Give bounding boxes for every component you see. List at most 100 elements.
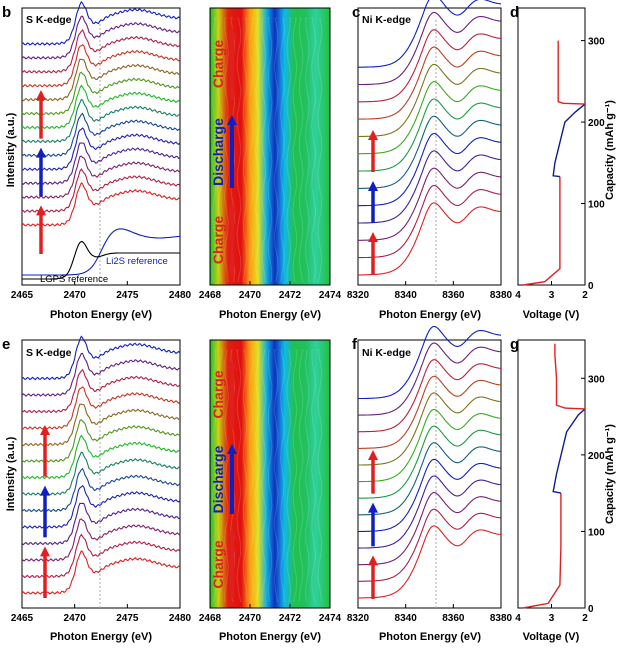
panel-e-curves-spectrum-5 [21,467,181,513]
panel-c-curves-spectrum-10 [358,29,502,103]
panel-b-arrows-2-head [36,90,46,100]
panel-e-title: S K-edge [26,347,72,359]
panel-f-curves-spectrum-7 [358,408,502,483]
panel-b: b S K-edge Intensity (a.u.) Photon Energ… [2,0,192,321]
map-bottom-arrows-2-head [227,359,237,369]
panel-f: f Ni K-edge Photon Energy (eV) 8320 8340 8… [347,325,513,643]
panel-c-letter: c [352,4,360,21]
panel-b-ref-li2s: Li2S reference [106,256,168,267]
panel-c-curves-spectrum-12 [358,0,502,68]
panel-c-ticks-label-0: 8320 [347,290,370,301]
panel-b-curves-li2s-ref [22,228,181,276]
panel-b-ylabel: Intensity (a.u.) [5,112,17,187]
panel-b-ticks-label-1: 2470 [64,290,87,301]
panel-f-curves-spectrum-10 [358,359,502,433]
panel-f-ticks-label-0: 8320 [347,613,370,624]
panel-d-ticks-ylabel-2: 200 [588,118,605,129]
panel-e-arrows [40,425,50,598]
panel-e-curves [21,335,181,595]
panel-b-curves-spectrum-3 [21,142,181,186]
map-bottom-streaks-streak-9 [267,349,273,603]
panel-b-xlabel: Photon Energy (eV) [50,309,152,321]
panel-c-title: Ni K-edge [362,14,411,26]
panel-f-arrows-2-head [368,450,378,460]
panel-map-top: Photon Energy (eV) 2468 2470 2472 2474 Char… [199,7,342,321]
panel-d-ticks-ylabel-1: 100 [588,200,605,211]
panel-c-ticks: 8320 8340 8360 8380 [347,281,513,301]
panel-f-ticks: 8320 8340 8360 8380 [347,604,513,624]
panel-d-ticks-ylabel-3: 300 [588,37,605,48]
panel-c-arrows-0-head [368,232,378,242]
panel-f-curves-spectrum-11 [357,342,502,416]
map-top-streaks-streak-2 [223,17,229,283]
map-bottom-arrows-label-0: Charge [210,540,226,588]
panel-e-curves-spectrum-9 [21,403,181,447]
map-top-arrows-label-0: Charge [210,216,226,264]
panel-c-curves-spectrum-0 [358,202,502,276]
panel-e-curves-spectrum-10 [21,386,181,430]
panel-g-xlabel: Voltage (V) [523,631,580,643]
panel-b-curves-spectrum-2 [21,155,181,199]
map-bottom-xlabel: Photon Energy (eV) [219,631,321,643]
map-bottom-ticks-label-3: 2474 [319,613,342,624]
map-bottom-streaks-streak-7 [255,349,261,603]
panel-b-frame [21,7,181,286]
panel-b-curves-spectrum-10 [21,43,181,88]
map-bottom-ticks-label-0: 2468 [199,613,222,624]
map-bottom-streaks-streak-16 [311,349,317,603]
map-bottom-streaks-streak-13 [292,349,298,603]
map-top-arrows-2-head [227,27,237,37]
panel-c-curves-spectrum-7 [358,81,502,155]
map-top-arrows-1-head [227,115,237,125]
map-bottom-ticks-label-2: 2472 [279,613,302,624]
map-bottom-streaks-streak-5 [242,349,248,603]
panel-b-curves-spectrum-7 [22,84,181,130]
panel-f-arrows-0-head [368,555,378,566]
map-bottom-ticks: 2468 2470 2472 2474 [199,604,342,624]
map-top-streaks-streak-7 [255,17,261,283]
map-bottom-streaks-streak-15 [304,349,310,603]
map-bottom-streaks-streak-11 [279,349,285,603]
map-bottom-arrows-1-head [227,444,237,454]
map-top-ticks: 2468 2470 2472 2474 [199,281,342,301]
map-bottom-streaks-streak-10 [273,349,279,603]
panel-b-ticks-label-0: 2465 [11,290,34,301]
panel-c-ticks-label-1: 8340 [395,290,418,301]
panel-g-curves [522,343,586,609]
map-top-streaks-streak-8 [261,17,267,283]
panel-g-letter: g [510,336,519,353]
map-top-streaks-streak-14 [298,17,304,283]
panel-d-xlabel: Voltage (V) [523,309,580,321]
panel-e-ticks-label-3: 2480 [169,613,192,624]
map-top-arrows: Charge Discharge Charge [210,27,237,276]
panel-e-arrows-0-head [40,546,50,557]
panel-map-bottom: Photon Energy (eV) 2468 2470 2472 2474 Char… [199,339,342,643]
panel-g-ylabel: Capacity (mAh g⁻¹) [604,424,616,524]
panel-d-frame [517,7,586,286]
panel-f-ticks-label-3: 8380 [490,613,513,624]
panel-f-xlabel: Photon Energy (eV) [379,631,481,643]
map-top-ticks-label-2: 2472 [279,290,302,301]
panel-c-curves-spectrum-6 [358,98,502,172]
panel-f-curves-spectrum-5 [358,442,502,516]
map-bottom-arrows-label-1: Discharge [210,445,226,513]
panel-c-arrows [368,130,378,274]
panel-d-curves-discharge [552,103,586,178]
panel-b-curves-spectrum-12 [21,15,180,60]
map-top-arrows-label-2: Charge [210,40,226,88]
panel-b-curves-spectrum-9 [21,58,180,102]
panel-e-ticks-label-0: 2465 [11,613,34,624]
panel-f-curves-spectrum-4 [358,458,502,533]
panel-b-arrows [36,90,46,254]
panel-f-curves-spectrum-0 [358,525,502,599]
map-bottom-streaks-streak-4 [236,349,242,603]
panel-f-curves-spectrum-1 [358,508,502,582]
map-top-arrows-label-1: Discharge [210,118,226,186]
panel-b-title: S K-edge [26,14,72,26]
map-bottom-streaks-streak-8 [261,349,267,603]
panel-c-curves-spectrum-4 [358,133,502,207]
map-bottom-streaks-streak-0 [211,349,217,603]
panel-g-curves-discharge [552,408,586,494]
panel-d-ticks-ylabel-0: 0 [588,281,594,292]
